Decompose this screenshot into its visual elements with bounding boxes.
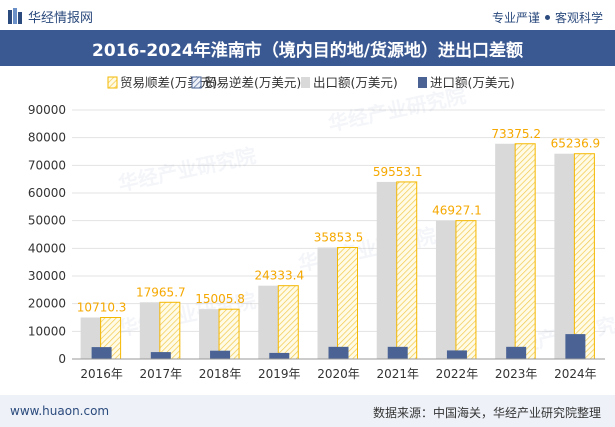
trade-surplus-bar <box>455 220 477 360</box>
title-bar: 2016-2024年淮南市（境内目的地/货源地）进出口差额 <box>0 30 615 66</box>
trade-surplus-bar <box>277 285 299 360</box>
import-bar <box>387 346 408 359</box>
data-label: 59553.1 <box>373 165 423 179</box>
import-bar <box>210 350 231 359</box>
trade-surplus-bar <box>573 153 595 360</box>
export-bar <box>317 247 338 359</box>
y-tick-label: 90000 <box>28 103 66 117</box>
trade-surplus-bar <box>337 247 358 360</box>
export-bar <box>199 309 220 359</box>
x-tick-label: 2023年 <box>495 367 538 381</box>
y-tick-label: 0 <box>58 352 66 366</box>
import-bar <box>150 352 171 359</box>
data-label: 15005.8 <box>195 292 245 306</box>
y-tick-label: 40000 <box>28 241 66 255</box>
import-bar <box>506 346 527 359</box>
y-tick-label: 10000 <box>28 324 66 338</box>
data-label: 17965.7 <box>136 285 186 299</box>
export-bar <box>554 153 575 359</box>
x-tick-label: 2017年 <box>140 367 183 381</box>
data-label: 73375.2 <box>491 127 541 141</box>
y-tick-label: 30000 <box>28 269 66 283</box>
data-label: 24333.4 <box>254 269 304 283</box>
export-bar <box>435 220 456 359</box>
export-bar <box>495 143 516 359</box>
data-label: 10710.3 <box>77 301 127 315</box>
chart: 贸易顺差(万美元)贸易逆差(万美元) 出口额(万美元) 进口额(万美元) 华经产业研… <box>28 75 615 381</box>
brand: 华经情报网 <box>8 7 94 26</box>
trade-surplus-bar <box>396 181 418 360</box>
y-tick-label: 80000 <box>28 131 66 145</box>
legend-swatch <box>418 77 427 88</box>
tagline: 专业严谨 客观科学 <box>492 9 603 26</box>
brand-name: 华经情报网 <box>28 10 94 26</box>
data-label: 46927.1 <box>432 204 482 218</box>
import-bar <box>565 334 586 359</box>
legend-swatch <box>301 77 310 88</box>
export-bar <box>376 181 397 359</box>
x-tick-label: 2018年 <box>199 367 242 381</box>
import-bar <box>446 350 467 359</box>
legend: 贸易顺差(万美元)贸易逆差(万美元) 出口额(万美元) 进口额(万美元) <box>107 75 515 90</box>
footer-source: 数据来源：中国海关，华经产业研究院整理 <box>372 406 601 420</box>
watermark-text: 华经产业研究院 <box>326 83 468 136</box>
legend-swatch <box>107 76 118 89</box>
trade-surplus-bar <box>514 143 536 360</box>
footer-website[interactable]: www.huaon.com <box>10 404 110 418</box>
legend-label: 贸易逆差(万美元) <box>204 75 301 90</box>
export-bar <box>139 302 160 359</box>
footer: www.huaon.com 数据来源：中国海关，华经产业研究院整理 <box>0 395 615 427</box>
legend-swatch <box>191 76 202 89</box>
data-labels: 10710.3 17965.7 15005.8 24333.4 35853.5 59553… <box>77 127 600 315</box>
legend-label: 出口额(万美元) <box>313 75 398 90</box>
bullet-icon <box>544 15 550 20</box>
legend-label: 进口额(万美元) <box>430 75 515 90</box>
export-bar <box>258 285 279 359</box>
import-bar <box>328 346 349 359</box>
trade-surplus-bar <box>159 301 181 360</box>
data-label: 65236.9 <box>551 137 601 151</box>
watermark-text: 华经产业研究院 <box>116 143 258 196</box>
y-tick-label: 50000 <box>28 214 66 228</box>
y-tick-label: 60000 <box>28 186 66 200</box>
axes: 0 10000 20000 30000 40000 50000 60000 70000 8000… <box>28 103 605 381</box>
x-tick-label: 2016年 <box>80 367 123 381</box>
top-bar: 华经情报网 专业严谨 客观科学 <box>0 0 615 30</box>
bars <box>80 143 595 360</box>
brand-logo-icon <box>8 8 22 24</box>
tagline-2: 客观科学 <box>554 11 603 25</box>
watermark: 华经产业研究院华经产业研究院华经产业研究院华经产业研究院华经产业研究院 <box>116 83 615 361</box>
x-tick-label: 2022年 <box>436 367 479 381</box>
import-bar <box>269 352 290 359</box>
legend-label: 贸易顺差(万美元) <box>120 75 217 90</box>
y-tick-label: 20000 <box>28 297 66 311</box>
import-bar <box>91 347 112 359</box>
data-label: 35853.5 <box>314 231 364 245</box>
y-tick-label: 70000 <box>28 158 66 172</box>
x-tick-label: 2021年 <box>376 367 419 381</box>
chart-title: 2016-2024年淮南市（境内目的地/货源地）进出口差额 <box>92 40 523 61</box>
x-tick-label: 2024年 <box>554 367 597 381</box>
x-tick-label: 2020年 <box>317 367 360 381</box>
x-tick-label: 2019年 <box>258 367 301 381</box>
tagline-1: 专业严谨 <box>491 11 540 25</box>
